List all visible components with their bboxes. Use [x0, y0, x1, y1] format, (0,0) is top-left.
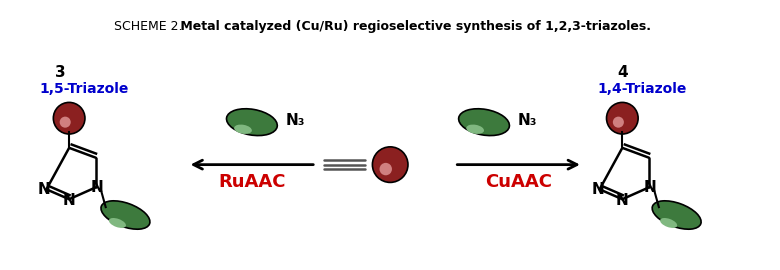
Ellipse shape — [234, 124, 252, 134]
Ellipse shape — [59, 117, 71, 128]
Ellipse shape — [660, 218, 677, 228]
Text: N: N — [62, 193, 76, 208]
Ellipse shape — [372, 147, 408, 183]
Text: N: N — [591, 182, 604, 197]
Ellipse shape — [380, 163, 392, 175]
Text: 1,5-Triazole: 1,5-Triazole — [40, 82, 129, 96]
Text: Metal catalyzed (Cu/Ru) regioselective synthesis of 1,2,3-triazoles.: Metal catalyzed (Cu/Ru) regioselective s… — [176, 20, 651, 33]
Text: CuAAC: CuAAC — [485, 173, 552, 191]
Ellipse shape — [53, 102, 85, 134]
Ellipse shape — [101, 201, 150, 229]
Text: N₃: N₃ — [518, 113, 537, 128]
Text: N: N — [644, 180, 656, 195]
Ellipse shape — [652, 201, 701, 229]
Text: RuAAC: RuAAC — [218, 173, 285, 191]
Text: 3: 3 — [55, 65, 66, 80]
Text: 4: 4 — [617, 65, 628, 80]
Text: N₃: N₃ — [285, 113, 305, 128]
Text: 1,4-Triazole: 1,4-Triazole — [597, 82, 687, 96]
Text: N: N — [90, 180, 103, 195]
Ellipse shape — [607, 102, 638, 134]
Ellipse shape — [109, 218, 126, 228]
Ellipse shape — [459, 109, 509, 136]
Text: N: N — [616, 193, 629, 208]
Ellipse shape — [466, 124, 484, 134]
Text: N: N — [38, 182, 51, 197]
Ellipse shape — [613, 117, 624, 128]
Ellipse shape — [226, 109, 277, 136]
Text: SCHEME 2.: SCHEME 2. — [114, 20, 182, 33]
